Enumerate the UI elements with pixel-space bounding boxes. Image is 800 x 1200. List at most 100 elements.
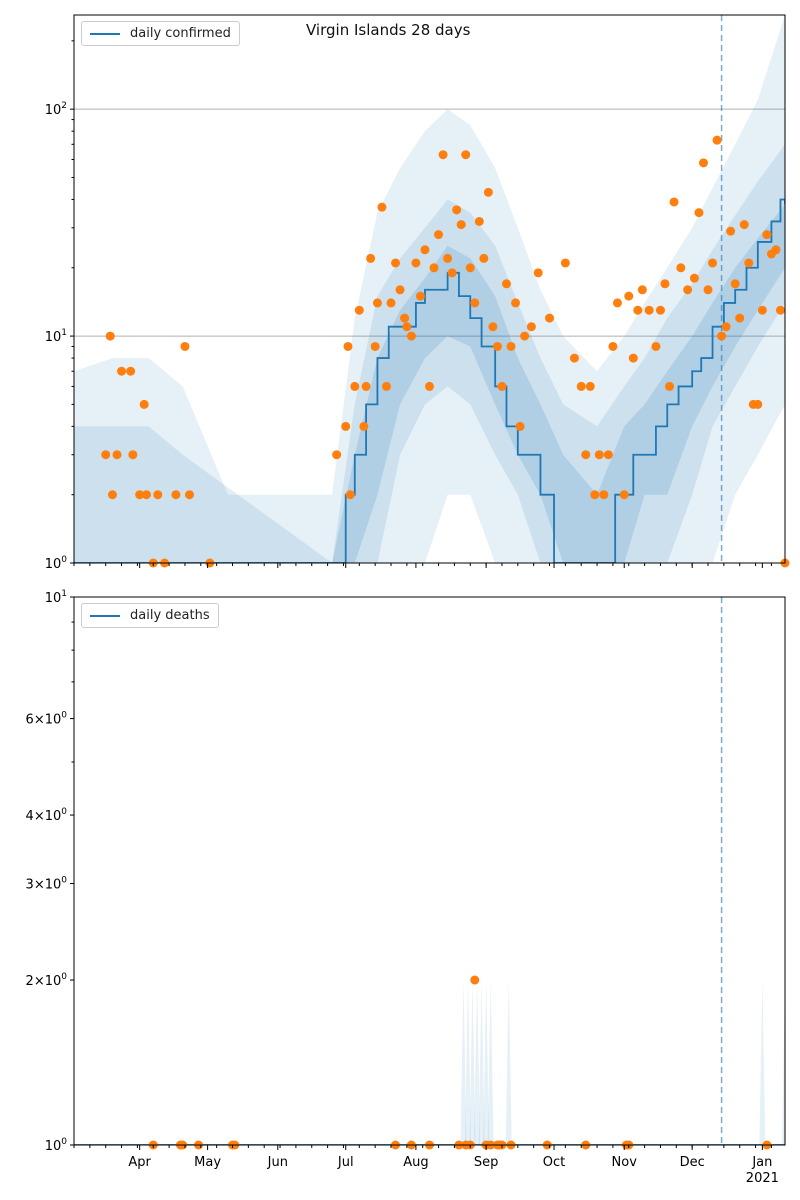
data-point	[730, 279, 740, 289]
data-point	[139, 399, 149, 409]
data-point	[637, 285, 647, 295]
data-point	[655, 305, 665, 315]
data-point	[762, 230, 772, 240]
data-point	[576, 381, 586, 391]
data-point	[590, 490, 600, 500]
data-point	[603, 450, 613, 460]
legend-deaths: daily deaths	[81, 603, 219, 628]
data-point	[488, 322, 498, 332]
data-point	[569, 353, 579, 363]
data-point	[683, 285, 693, 295]
data-point	[624, 291, 634, 301]
data-point	[497, 381, 507, 391]
data-point	[694, 208, 704, 218]
uncertainty-band-spike	[478, 980, 485, 1145]
data-point	[628, 353, 638, 363]
data-point	[515, 421, 525, 431]
data-point	[545, 313, 555, 323]
legend-label-confirmed: daily confirmed	[130, 26, 231, 41]
data-point	[599, 490, 609, 500]
x-tick-label: Sep	[474, 1155, 499, 1170]
data-point	[443, 253, 453, 263]
data-point	[560, 258, 570, 268]
data-point	[135, 490, 145, 500]
data-point	[739, 220, 749, 230]
data-point	[332, 450, 342, 460]
data-point	[438, 150, 448, 160]
data-point	[619, 490, 629, 500]
legend-confirmed: daily confirmed	[81, 21, 240, 46]
data-point	[345, 490, 355, 500]
data-point	[744, 258, 754, 268]
data-point	[117, 366, 127, 376]
data-point	[105, 331, 115, 341]
data-point	[726, 226, 736, 236]
y-tick-label: 101	[45, 589, 67, 606]
data-point	[712, 135, 722, 145]
data-point	[526, 322, 536, 332]
data-point	[171, 490, 181, 500]
data-point	[506, 341, 516, 351]
y-tick-label: 100	[45, 1137, 68, 1154]
data-point	[533, 268, 543, 278]
axes-frame	[73, 14, 786, 564]
data-point	[391, 258, 401, 268]
uncertainty-band-spike	[782, 980, 785, 1145]
data-point	[153, 490, 163, 500]
y-tick-label: 3×100	[26, 876, 68, 893]
data-point	[585, 381, 595, 391]
data-point	[184, 490, 194, 500]
data-point	[359, 421, 369, 431]
legend-line-confirmed	[90, 32, 120, 35]
uncertainty-band-spike	[464, 980, 471, 1145]
data-point	[501, 279, 511, 289]
data-point	[721, 322, 731, 332]
data-point	[415, 291, 425, 301]
data-point	[107, 490, 117, 500]
chart-title: Virgin Islands 28 days	[306, 21, 471, 39]
data-point	[456, 220, 466, 230]
legend-label-deaths: daily deaths	[130, 608, 210, 623]
data-point	[180, 341, 190, 351]
data-point	[470, 975, 480, 985]
data-point	[511, 298, 521, 308]
data-point	[406, 331, 416, 341]
plot-area	[74, 15, 785, 563]
data-point	[112, 450, 122, 460]
data-point	[447, 268, 457, 278]
data-point	[434, 230, 444, 240]
data-point	[479, 253, 489, 263]
plot-area	[74, 597, 785, 1145]
median-line	[74, 198, 785, 563]
uncertainty-band-spike	[505, 980, 512, 1145]
data-point	[676, 263, 686, 273]
y-tick-label: 102	[45, 101, 67, 118]
data-point	[465, 263, 475, 273]
legend-line-deaths	[90, 614, 120, 617]
x-year-label: 2021	[746, 1171, 779, 1186]
data-point	[400, 313, 410, 323]
data-point	[492, 341, 502, 351]
uncertainty-band-spike	[483, 980, 490, 1145]
data-point	[386, 298, 396, 308]
data-point	[660, 279, 670, 289]
uncertainty-band-spike	[487, 980, 494, 1145]
x-tick-label: Dec	[680, 1155, 705, 1170]
data-point	[366, 253, 376, 263]
data-point	[483, 187, 493, 197]
x-tick-label: Jul	[337, 1155, 354, 1170]
data-point	[341, 421, 351, 431]
data-point	[771, 245, 781, 255]
data-point	[633, 305, 643, 315]
data-point	[775, 305, 785, 315]
data-point	[402, 322, 412, 332]
data-point	[425, 381, 434, 391]
data-point	[698, 158, 708, 168]
data-point	[644, 305, 654, 315]
data-point	[665, 381, 675, 391]
data-point	[612, 298, 622, 308]
data-point	[703, 285, 713, 295]
data-point	[753, 399, 763, 409]
uncertainty-band-spike	[474, 980, 481, 1145]
